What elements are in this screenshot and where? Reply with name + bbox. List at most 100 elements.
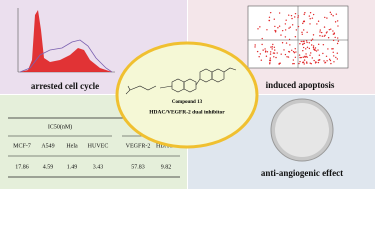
scatter-dot xyxy=(288,51,291,53)
scatter-dot xyxy=(272,52,275,54)
scatter-dot xyxy=(254,44,256,46)
scatter-dot xyxy=(272,43,274,46)
scatter-dot xyxy=(281,42,284,44)
scatter-dot xyxy=(322,52,324,55)
scatter-dot xyxy=(334,36,336,39)
scatter-dot xyxy=(292,50,295,53)
scatter-dot xyxy=(281,29,284,32)
scatter-dot xyxy=(310,52,312,54)
scatter-dot xyxy=(294,48,296,50)
scatter-dot xyxy=(329,11,332,14)
scatter-dot xyxy=(261,43,263,46)
scatter-dot xyxy=(302,56,304,58)
scatter-dot xyxy=(284,29,287,31)
scatter-dot xyxy=(323,35,326,37)
scatter-dot xyxy=(259,26,261,28)
scatter-dot xyxy=(299,56,301,59)
scatter-dot xyxy=(303,20,306,23)
scatter-dot xyxy=(321,35,324,37)
panel-label: arrested cell cycle xyxy=(31,81,99,91)
scatter-dot xyxy=(336,58,339,60)
scatter-dot xyxy=(318,58,321,61)
scatter-dot xyxy=(325,32,328,34)
scatter-dot xyxy=(294,56,297,58)
scatter-dot xyxy=(302,50,304,52)
scatter-dot xyxy=(289,44,291,46)
table-column-header: VEGFR-2 xyxy=(126,143,151,149)
scatter-dot xyxy=(324,16,326,19)
table-column-header: MCF-7 xyxy=(13,143,31,149)
scatter-dot xyxy=(323,60,325,62)
scatter-dot xyxy=(291,24,294,26)
scatter-dot xyxy=(266,51,269,53)
scatter-dot xyxy=(327,37,330,39)
scatter-dot xyxy=(269,57,271,59)
scatter-dot xyxy=(271,48,273,50)
scatter-dot xyxy=(287,56,290,58)
scatter-dot xyxy=(298,62,300,65)
scatter-dot xyxy=(335,13,338,15)
ic50-table: IC50(nM)IC50(nM)MCF-7A549HelaHUVECVEGFR-… xyxy=(8,117,180,178)
scatter-dot xyxy=(293,62,295,65)
scatter-dot xyxy=(335,56,337,59)
scatter-dot xyxy=(311,17,314,19)
scatter-dot xyxy=(330,62,332,65)
scatter-dot xyxy=(322,44,325,46)
scatter-dot xyxy=(303,42,306,45)
scatter-dot xyxy=(259,53,262,55)
scatter-dot xyxy=(257,28,259,30)
scatter-dot xyxy=(295,51,297,53)
scatter-dot xyxy=(329,59,332,62)
scatter-dot xyxy=(292,59,295,61)
scatter-dot xyxy=(332,51,334,54)
scatter-dot xyxy=(309,62,311,64)
scatter-dot xyxy=(297,16,299,19)
panel-label: anti-angiogenic effect xyxy=(261,168,343,178)
scatter-dot xyxy=(303,63,305,65)
scatter-dot xyxy=(306,62,308,64)
scatter-dot xyxy=(306,56,308,58)
table-column-header: HDAC1 xyxy=(156,143,176,149)
scatter-dot xyxy=(306,31,308,33)
scatter-dot xyxy=(301,31,303,34)
scatter-dot xyxy=(304,11,306,14)
scatter-dot xyxy=(274,25,276,28)
scatter-dot xyxy=(302,61,304,64)
scatter-dot xyxy=(309,54,311,56)
scatter-dot xyxy=(270,46,272,48)
scatter-dot xyxy=(280,53,282,55)
scatter-dot xyxy=(271,46,274,48)
scatter-dot xyxy=(334,21,337,23)
scatter-dot xyxy=(308,47,311,50)
scatter-plot xyxy=(247,5,349,69)
scatter-dot xyxy=(312,34,315,36)
scatter-dot xyxy=(291,49,293,51)
scatter-dot xyxy=(333,32,336,34)
scatter-dot xyxy=(258,56,260,58)
scatter-dot xyxy=(312,45,315,47)
scatter-dot xyxy=(290,14,293,17)
scatter-dot xyxy=(319,31,321,33)
scatter-dot xyxy=(269,59,271,62)
scatter-dot xyxy=(331,48,333,50)
scatter-dot xyxy=(308,15,311,17)
scatter-dot xyxy=(286,56,288,58)
scatter-dot xyxy=(316,23,318,25)
scatter-dot xyxy=(337,25,339,27)
scatter-dot xyxy=(317,59,320,61)
scatter-dot xyxy=(285,42,288,44)
scatter-dot xyxy=(317,43,320,46)
scatter-dot xyxy=(302,46,305,49)
scatter-dot xyxy=(308,42,311,44)
scatter-dot xyxy=(254,46,256,48)
table-column-header: HUVEC xyxy=(88,143,109,149)
scatter-dot xyxy=(318,54,321,56)
scatter-dot xyxy=(260,59,263,61)
scatter-dot xyxy=(269,53,272,55)
scatter-dot xyxy=(330,13,333,15)
scatter-dot xyxy=(303,59,306,61)
scatter-dot xyxy=(305,53,307,55)
compound-subtitle: HDAC/VEGFR-2 dual inhibitor xyxy=(149,109,225,115)
scatter-dot xyxy=(284,36,287,38)
table-column-header: A549 xyxy=(41,143,54,149)
